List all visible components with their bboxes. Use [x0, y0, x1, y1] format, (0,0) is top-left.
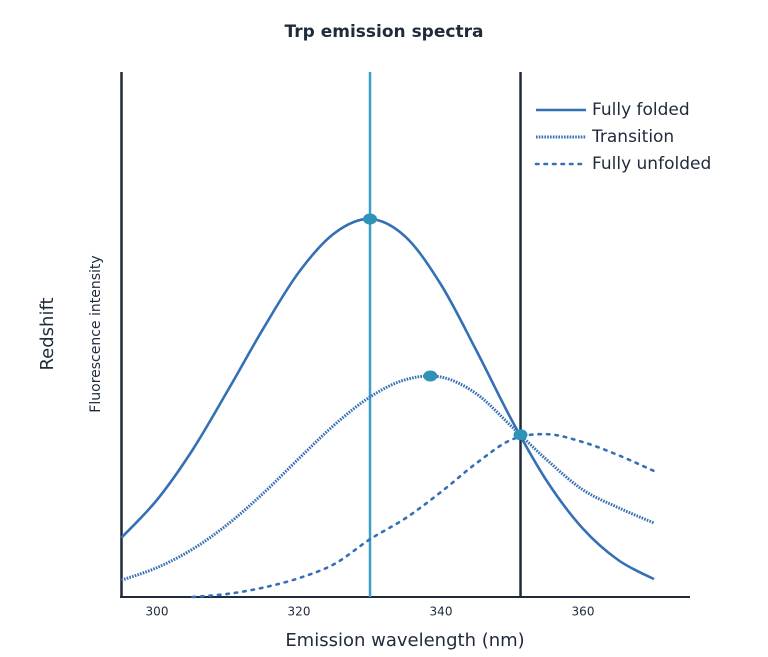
peak-marker: [513, 429, 528, 441]
x-tick-label: 340: [430, 605, 453, 619]
series-line: [120, 217, 655, 581]
peak-marker: [423, 370, 438, 382]
series-line: [120, 374, 655, 582]
legend-label: Fully folded: [592, 100, 690, 120]
series-line: [191, 432, 656, 599]
x-axis-label: Emission wavelength (nm): [285, 630, 524, 651]
legend-label: Fully unfolded: [592, 154, 711, 174]
x-tick-label: 300: [146, 605, 169, 619]
y-axis-label: Fluorescence intensity: [88, 255, 104, 412]
x-tick-label: 360: [572, 605, 595, 619]
chart-title: Trp emission spectra: [285, 22, 484, 42]
legend-label: Transition: [591, 127, 674, 147]
peak-marker: [363, 213, 377, 225]
x-tick-label: 320: [288, 605, 311, 619]
outer-y-label: Redshift: [37, 297, 58, 370]
